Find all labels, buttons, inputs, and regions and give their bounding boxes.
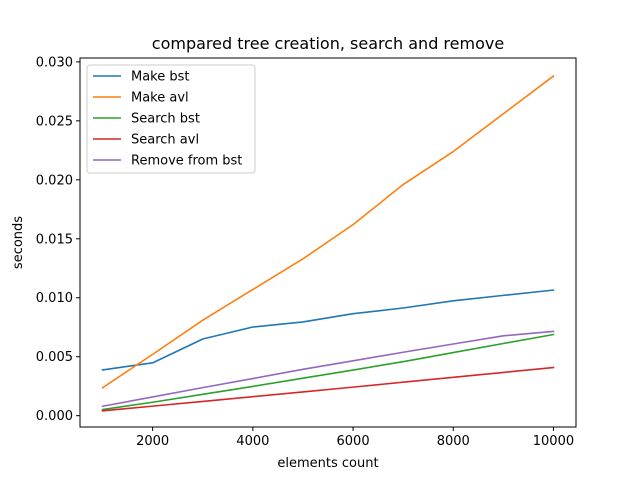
legend: Make bst Make avl Search bst Search avl Remo… — [86, 64, 256, 174]
series-line-2 — [101, 333, 555, 411]
legend-label: Search avl — [131, 133, 199, 148]
series-line-1 — [101, 74, 555, 389]
legend-box — [86, 64, 256, 174]
y-tick-label: 0.005 — [36, 350, 73, 365]
x-axis: 2000 4000 6000 8000 10000 — [136, 427, 574, 449]
series-line-4 — [101, 330, 555, 408]
y-axis: 0.000 0.005 0.010 0.015 0.020 0.025 0.030 — [36, 55, 80, 424]
series-line-0 — [101, 289, 555, 371]
y-tick-label: 0.010 — [36, 291, 73, 306]
x-tick-label: 8000 — [437, 434, 470, 449]
legend-label: Make bst — [131, 70, 190, 85]
chart-title: compared tree creation, search and remov… — [152, 34, 504, 53]
x-tick-label: 6000 — [337, 434, 370, 449]
series-line-3 — [101, 366, 555, 412]
y-tick-label: 0.000 — [36, 409, 73, 424]
plot-lines — [101, 74, 555, 412]
x-tick-label: 2000 — [136, 434, 169, 449]
plot-frame — [79, 57, 577, 428]
x-axis-title: elements count — [277, 456, 378, 471]
x-tick-label: 10000 — [533, 434, 574, 449]
y-tick-label: 0.025 — [36, 114, 73, 129]
y-axis-title: seconds — [11, 216, 26, 269]
y-tick-label: 0.015 — [36, 232, 73, 247]
legend-label: Search bst — [131, 112, 200, 127]
legend-label: Remove from bst — [131, 154, 242, 169]
legend-label: Make avl — [131, 91, 189, 106]
y-tick-label: 0.020 — [36, 173, 73, 188]
y-tick-label: 0.030 — [36, 55, 73, 70]
x-tick-label: 4000 — [236, 434, 269, 449]
